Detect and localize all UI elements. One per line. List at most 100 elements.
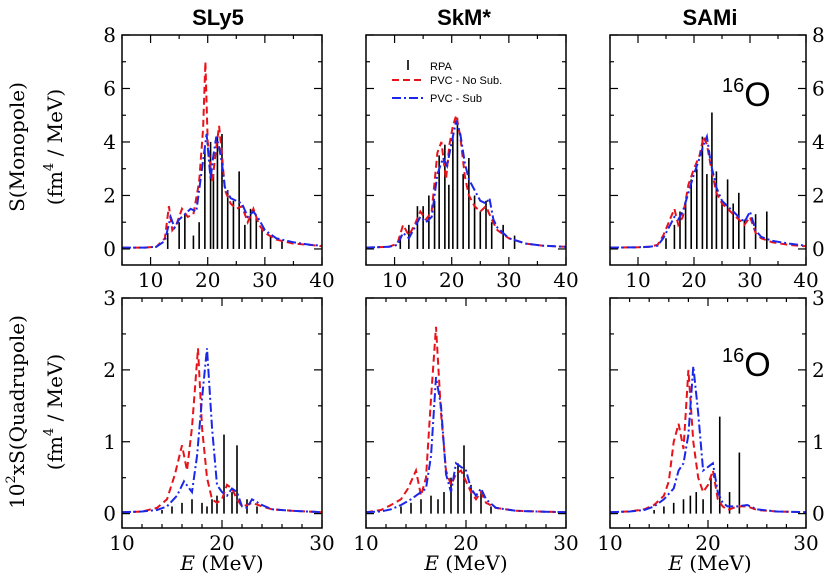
x-tick-label: 10 [353, 531, 378, 555]
x-tick-label: 30 [737, 268, 762, 292]
x-tick-label: 10 [597, 531, 622, 555]
pvc-sub-line [366, 376, 566, 514]
plot-area-monopole-sami [610, 112, 806, 249]
x-tick-label: 20 [453, 531, 478, 555]
panel-frame [121, 297, 323, 529]
pvc-sub-line [610, 132, 806, 249]
panel-quadrupole-sami: 10 20 30 0 1 2 3 [597, 286, 824, 555]
y-q-a: 10 [5, 483, 29, 508]
svg-text:102xS(Quadrupole): 102xS(Quadrupole) [4, 315, 29, 509]
legend: RPA PVC - No Sub. PVC - Sub [392, 60, 502, 105]
y-tick-label: 6 [103, 76, 116, 100]
y-tick-label: 8 [103, 23, 116, 47]
column-title-skm: SkM* [437, 5, 491, 30]
panel-frame [365, 34, 567, 266]
y-tick-label: 2 [103, 183, 116, 207]
x-tick-label: 10 [382, 268, 407, 292]
y-axis-label-monopole-units: (fm4 / MeV) [42, 89, 67, 205]
x-tick-label: 20 [195, 268, 220, 292]
y-tick-label: 2 [812, 358, 825, 382]
y-tick-label: 1 [103, 430, 116, 454]
pvc-nosub-line [366, 326, 566, 514]
y-tick-label: 0 [812, 237, 825, 261]
x-tick-label: 20 [439, 268, 464, 292]
x-axis-label-sami: E (MeV) [667, 551, 751, 575]
column-title-sami: SAMi [683, 5, 738, 30]
y-q-sup: 2 [4, 475, 19, 483]
y-tick-label: 0 [103, 502, 116, 526]
y-q-b: xS(Quadrupole) [5, 315, 29, 475]
y-tick-label: 8 [812, 23, 825, 47]
y-tick-label: 2 [812, 183, 825, 207]
y-axis-label-quadrupole-units: (fm4 / MeV) [42, 354, 67, 470]
legend-sub-label: PVC - Sub [430, 93, 482, 105]
plot-area-quadrupole-sly5 [122, 348, 322, 514]
y-tick-label: 0 [103, 237, 116, 261]
x-tick-label: 20 [695, 531, 720, 555]
panel-frame [609, 297, 807, 529]
pvc-nosub-line [366, 114, 566, 249]
panel-frame [609, 34, 807, 266]
legend-nosub-label: PVC - No Sub. [430, 75, 502, 87]
y-label-monopole-name: S(Monopole) [5, 82, 29, 212]
nucleus-label-top: 16O [722, 75, 771, 114]
panel-frame [121, 34, 323, 266]
y-tick-label: 3 [812, 286, 825, 310]
y-q-units-sup: 4 [42, 428, 57, 436]
nucleus-label-bottom: 16O [722, 345, 771, 384]
y-axis-label-quadrupole: 102xS(Quadrupole) [4, 315, 29, 509]
pvc-sub-line [610, 366, 806, 514]
y-axis-label-monopole: S(Monopole) [5, 82, 29, 212]
y-tick-label: 6 [812, 76, 825, 100]
svg-text:(fm4 / MeV): (fm4 / MeV) [42, 89, 67, 205]
x-tick-label: 30 [252, 268, 277, 292]
x-tick-label: 10 [138, 268, 163, 292]
legend-rpa-label: RPA [430, 61, 452, 73]
plot-area-monopole-skmstar [366, 114, 566, 249]
plot-area-monopole-sly5 [122, 61, 322, 249]
y-q-units-a: (fm [43, 436, 67, 470]
panel-monopole-skmstar: 10 20 30 40 [365, 34, 579, 292]
panel-monopole-sami: 10 20 30 40 0 2 4 6 8 [609, 23, 825, 292]
pvc-nosub-line [122, 61, 322, 249]
column-title-sly5: SLy5 [192, 5, 244, 30]
y-tick-label: 4 [103, 130, 116, 154]
y-tick-label: 2 [103, 358, 116, 382]
pvc-nosub-line [122, 348, 322, 514]
panel-monopole-sly5: 10 20 30 40 0 2 4 6 8 [103, 23, 334, 292]
y-units-b: / MeV) [43, 89, 67, 163]
pvc-nosub-line [610, 133, 806, 249]
x-axis-label-skm: E (MeV) [423, 551, 507, 575]
y-units-sup: 4 [42, 163, 57, 171]
x-tick-label: 20 [681, 268, 706, 292]
x-tick-label: 30 [793, 531, 818, 555]
panel-quadrupole-sly5: 10 20 30 0 1 2 3 [103, 286, 334, 555]
x-tick-label: 30 [553, 531, 578, 555]
svg-text:(fm4 / MeV): (fm4 / MeV) [42, 354, 67, 470]
pvc-sub-line [122, 348, 322, 514]
pvc-nosub-line [610, 369, 806, 514]
y-tick-label: 1 [812, 430, 825, 454]
x-tick-label: 40 [309, 268, 334, 292]
x-tick-label: 40 [793, 268, 818, 292]
y-tick-label: 0 [812, 502, 825, 526]
x-tick-label: 30 [496, 268, 521, 292]
panel-frame [365, 297, 567, 529]
pvc-sub-line [366, 120, 566, 249]
y-units-a: (fm [43, 171, 67, 205]
y-q-units-b: / MeV) [43, 354, 67, 428]
panel-quadrupole-skmstar: 10 20 30 [353, 297, 579, 555]
plot-area-quadrupole-skmstar [366, 326, 566, 514]
x-tick-label: 10 [625, 268, 650, 292]
x-axis-label-sly5: E (MeV) [179, 551, 263, 575]
x-tick-label: 30 [309, 531, 334, 555]
y-tick-label: 3 [103, 286, 116, 310]
x-tick-label: 40 [553, 268, 578, 292]
y-tick-label: 4 [812, 130, 825, 154]
plot-area-quadrupole-sami [610, 366, 806, 514]
pvc-sub-line [122, 133, 322, 249]
x-tick-label: 10 [109, 531, 134, 555]
x-tick-label: 20 [209, 531, 234, 555]
